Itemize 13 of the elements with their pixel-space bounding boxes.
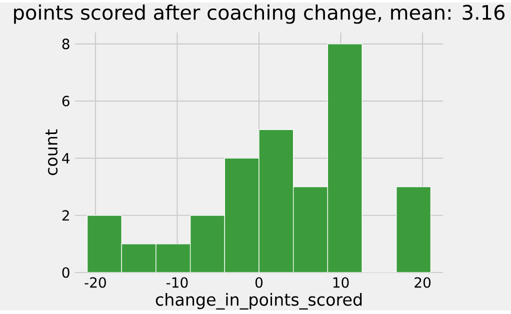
y-tick-label: 8 bbox=[62, 38, 70, 50]
x-axis-title: change_in_points_scored bbox=[156, 292, 362, 310]
y-axis-title: count bbox=[46, 129, 58, 176]
y-tick-label: 6 bbox=[62, 96, 70, 106]
x-tick-label: -10 bbox=[166, 277, 188, 288]
x-tick-label: 10 bbox=[333, 277, 349, 288]
chart-title: points scored after coaching change, mean: 3.16 bbox=[14, 4, 505, 24]
x-tick-label: 20 bbox=[414, 277, 431, 288]
x-tick-label: 0 bbox=[255, 277, 263, 288]
y-tick-label: 4 bbox=[62, 153, 70, 164]
x-tick-label: -20 bbox=[84, 277, 106, 288]
y-tick-label: 2 bbox=[62, 210, 69, 221]
y-tick-label: 0 bbox=[62, 267, 70, 278]
